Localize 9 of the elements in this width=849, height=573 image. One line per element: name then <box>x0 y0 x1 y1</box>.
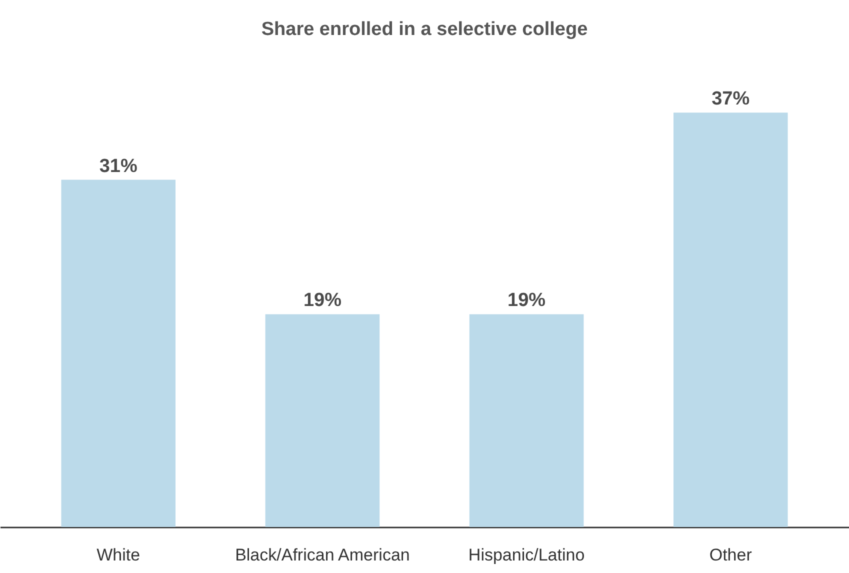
data-label: 19% <box>508 290 546 312</box>
x-tick-label: Black/African American <box>235 546 410 564</box>
data-label: 31% <box>99 156 138 177</box>
x-tick-label: White <box>96 546 140 564</box>
data-label: 37% <box>712 88 750 110</box>
chart-title: Share enrolled in a selective college <box>261 19 588 40</box>
x-tick-label: Other <box>709 546 752 564</box>
x-tick-label: Hispanic/Latino <box>468 546 585 564</box>
data-label: 19% <box>303 290 342 312</box>
